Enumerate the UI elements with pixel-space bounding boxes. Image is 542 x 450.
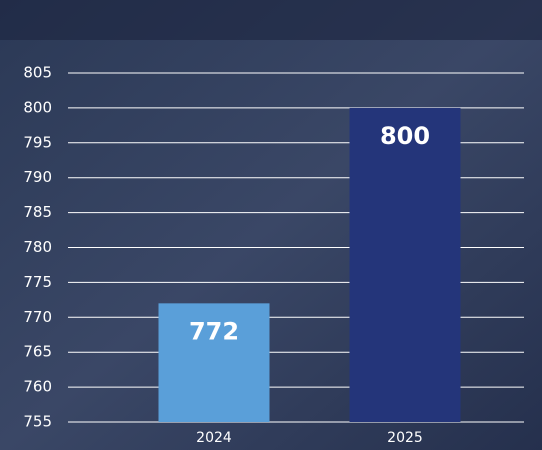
y-tick-label: 765 xyxy=(23,343,52,361)
y-tick-label: 800 xyxy=(23,98,52,116)
y-tick-label: 775 xyxy=(23,273,52,291)
y-tick-label: 790 xyxy=(23,168,52,186)
y-tick-label: 805 xyxy=(23,64,52,82)
y-tick-label: 780 xyxy=(23,238,52,256)
y-tick-label: 755 xyxy=(23,413,52,431)
data-label: 772 xyxy=(189,317,239,345)
background-shade xyxy=(0,0,542,40)
x-tick-label: 2024 xyxy=(196,430,232,446)
bar xyxy=(349,107,461,423)
x-tick-label: 2025 xyxy=(387,430,423,446)
y-tick-label: 785 xyxy=(23,203,52,221)
bar xyxy=(158,303,270,422)
y-tick-label: 795 xyxy=(23,133,52,151)
y-tick-label: 760 xyxy=(23,378,52,396)
y-tick-label: 770 xyxy=(23,308,52,326)
data-label: 800 xyxy=(380,122,430,150)
